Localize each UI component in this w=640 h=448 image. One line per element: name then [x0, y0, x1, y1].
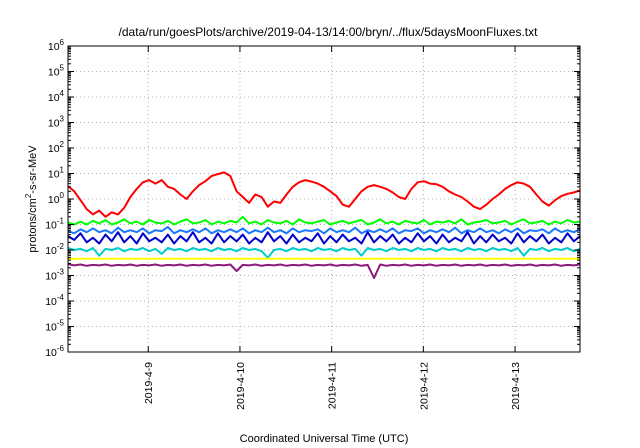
- y-tick-label: 10-6: [45, 344, 64, 359]
- y-tick-label: 101: [48, 166, 65, 181]
- y-axis-label: protons/cm2-s-sr-MeV: [24, 145, 39, 253]
- y-tick-base: 10: [48, 67, 60, 79]
- y-tick-label: 10-5: [45, 319, 64, 334]
- y-tick-exponent: -6: [57, 344, 65, 353]
- y-tick-exponent: -3: [57, 268, 65, 277]
- y-tick-exponent: -4: [57, 293, 65, 302]
- y-tick-label: 103: [48, 115, 65, 130]
- y-tick-label: 10-1: [45, 217, 64, 232]
- x-tick-label: 2019-4-10: [235, 362, 247, 410]
- y-tick-base: 10: [48, 143, 60, 155]
- y-tick-base: 10: [45, 271, 57, 283]
- y-tick-base: 10: [45, 245, 57, 257]
- y-tick-exponent: -5: [57, 319, 65, 328]
- y-tick-label: 10-4: [45, 293, 64, 308]
- x-tick-label: 2019-4-9: [143, 362, 155, 404]
- y-axis: 10-610-510-410-310-210-11001011021031041…: [45, 38, 580, 359]
- x-tick-label: 2019-4-11: [327, 362, 339, 409]
- y-tick-label: 105: [48, 64, 65, 79]
- y-tick-exponent: 6: [60, 38, 65, 47]
- x-axis: 2019-4-9 2019-4-10 2019-4-11 2019-4-12 2019-…: [143, 46, 522, 410]
- y-axis-label-sup: 2: [24, 193, 33, 198]
- y-tick-exponent: 5: [60, 64, 65, 73]
- y-tick-label: 10-2: [45, 242, 64, 257]
- grid-lines: [68, 46, 580, 352]
- y-tick-base: 10: [48, 194, 60, 206]
- y-tick-label: 106: [48, 38, 65, 53]
- y-tick-base: 10: [48, 92, 60, 104]
- series-line-2: [68, 226, 580, 235]
- y-tick-base: 10: [45, 220, 57, 232]
- series-line-1: [68, 215, 580, 226]
- y-tick-base: 10: [48, 41, 60, 53]
- y-tick-exponent: 1: [60, 166, 65, 175]
- series-line-0: [68, 171, 580, 218]
- y-tick-base: 10: [45, 296, 57, 308]
- series-line-6: [68, 263, 580, 279]
- y-tick-label: 104: [48, 89, 65, 104]
- y-tick-base: 10: [48, 169, 60, 181]
- series-line-3: [68, 231, 580, 245]
- y-tick-base: 10: [45, 347, 57, 359]
- y-tick-label: 10-3: [45, 268, 64, 283]
- y-tick-label: 102: [48, 140, 65, 155]
- y-tick-exponent: 4: [60, 89, 65, 98]
- x-tick-label: 2019-4-12: [418, 362, 430, 410]
- y-tick-exponent: 0: [60, 191, 65, 200]
- y-tick-exponent: -2: [57, 242, 65, 251]
- y-axis-label-suffix: -s-sr-MeV: [27, 145, 39, 194]
- y-tick-exponent: -1: [57, 217, 65, 226]
- y-tick-exponent: 3: [60, 115, 65, 124]
- x-tick-label: 2019-4-13: [510, 362, 522, 410]
- chart-title: /data/run/goesPlots/archive/2019-04-13/1…: [119, 25, 539, 39]
- series-line-4: [68, 247, 580, 259]
- y-tick-label: 100: [48, 191, 65, 206]
- series-group: [68, 171, 580, 279]
- x-axis-label: Coordinated Universal Time (UTC): [240, 433, 409, 445]
- y-axis-label-prefix: protons/cm: [27, 198, 39, 252]
- y-tick-base: 10: [48, 118, 60, 130]
- y-tick-base: 10: [45, 322, 57, 334]
- y-tick-exponent: 2: [60, 140, 65, 149]
